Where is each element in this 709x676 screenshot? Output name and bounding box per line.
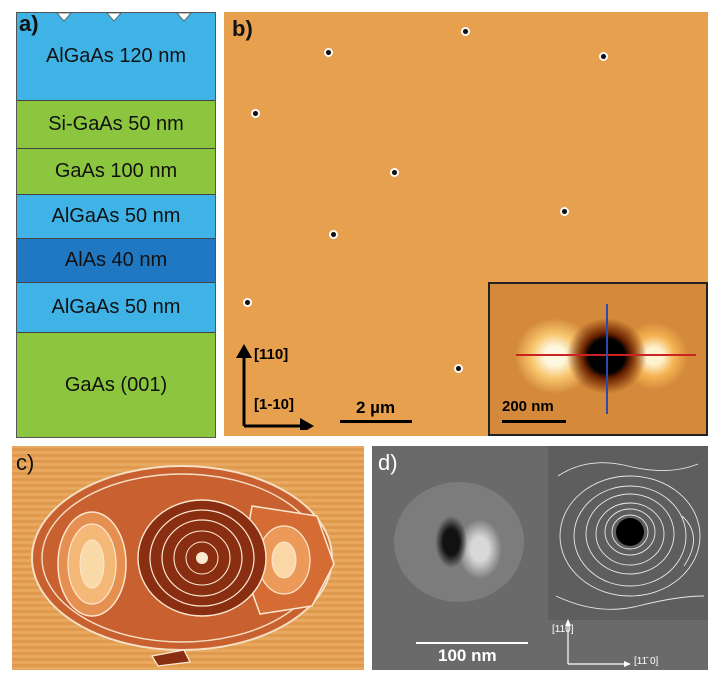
layer-algaas-50-lower: AlGaAs 50 nm — [17, 283, 215, 333]
layer-stack-panel: AlGaAs 120 nm Si-GaAs 50 nm GaAs 100 nm … — [16, 12, 216, 438]
nanohole-dot — [560, 207, 569, 216]
scale-bar-label: 100 nm — [438, 646, 497, 665]
nanohole-zoom-inset: 200 nm — [488, 282, 708, 436]
inset-axes-icon — [565, 619, 631, 667]
scale-bar-label: 2 µm — [356, 398, 396, 417]
nanohole-dot — [599, 52, 608, 61]
nanohole-dot — [329, 230, 338, 239]
layer-algaas-50-upper: AlGaAs 50 nm — [17, 195, 215, 239]
nanohole-dot — [243, 298, 252, 307]
layer-label: AlGaAs 120 nm — [45, 45, 187, 67]
vertical-profile-line — [606, 304, 608, 414]
inset-contour-plot — [555, 462, 705, 610]
nanohole-image — [394, 482, 524, 602]
direction-label-110: [110] — [254, 346, 289, 363]
panel-label-c: c) — [16, 450, 35, 475]
panel-label-b: b) — [232, 16, 253, 41]
contour-map-panel: c) — [12, 446, 364, 670]
inset-direction-1-10: [11̄ 0] — [634, 656, 659, 667]
panel-label-d: d) — [378, 450, 398, 475]
contour-inset — [548, 446, 708, 620]
layer-label: Si-GaAs 50 nm — [48, 113, 184, 135]
layer-label: AlAs 40 nm — [64, 249, 168, 271]
layer-label: AlGaAs 50 nm — [51, 296, 181, 318]
inset-scale-label: 200 nm — [502, 398, 554, 415]
direction-label-1-10: [1-10] — [254, 396, 295, 413]
surface-pits-icon — [56, 13, 192, 22]
nanohole-dot — [390, 168, 399, 177]
contour-plot — [31, 465, 335, 667]
grayscale-image-panel: 100 nm d) [110] [11̄ 0] — [372, 446, 708, 670]
nanohole-dot — [251, 109, 260, 118]
nanohole-dot — [454, 364, 463, 373]
layer-label: GaAs 100 nm — [54, 160, 178, 182]
inset-scale-bar — [502, 420, 566, 423]
scale-bar — [340, 420, 412, 423]
panel-label-a: a) — [19, 12, 39, 36]
layer-label: AlGaAs 50 nm — [51, 205, 181, 227]
layer-gaas-substrate: GaAs (001) — [17, 333, 215, 437]
layer-si-gaas-50: Si-GaAs 50 nm — [17, 101, 215, 149]
nanohole-dot — [461, 27, 470, 36]
layer-label: GaAs (001) — [64, 373, 168, 396]
layer-gaas-100: GaAs 100 nm — [17, 149, 215, 195]
nanohole-dot — [324, 48, 333, 57]
scale-bar — [416, 642, 528, 644]
afm-overview-panel: b) [110] [1-10] 2 µm 200 nm — [224, 12, 708, 436]
layer-alas-40: AlAs 40 nm — [17, 239, 215, 283]
inset-direction-110: [110] — [552, 624, 574, 635]
crystal-axes-icon — [236, 344, 314, 430]
layer-algaas-120: AlGaAs 120 nm — [17, 13, 215, 101]
